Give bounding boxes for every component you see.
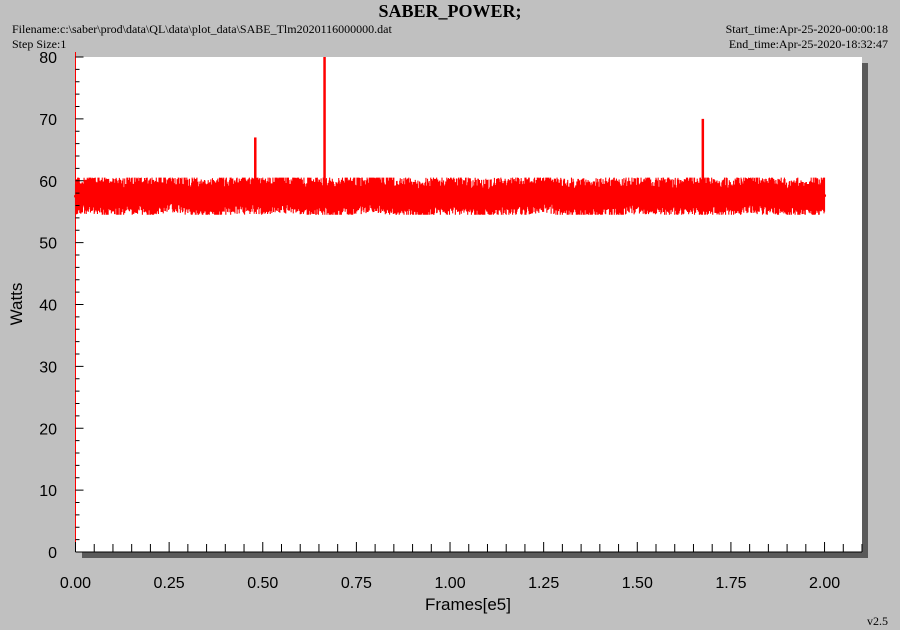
x-tick-label: 0.25 xyxy=(154,575,185,592)
series-point xyxy=(766,194,770,198)
x-tick-label: 1.75 xyxy=(715,575,746,592)
axes: 0 10 20 30 40 50 60 70 80 0.00 0.25 0.50 0.75 1.00 1.2… xyxy=(39,50,863,592)
x-tick-label: 0.50 xyxy=(247,575,278,592)
series-point xyxy=(579,196,583,200)
series-point xyxy=(148,194,152,198)
series-point xyxy=(691,194,695,198)
series-point xyxy=(504,195,508,199)
series-point xyxy=(279,191,283,195)
series-point xyxy=(654,194,658,198)
series-point xyxy=(354,194,358,198)
series-point xyxy=(130,194,134,198)
series-point xyxy=(92,192,96,196)
series-point xyxy=(448,194,452,198)
series-point xyxy=(336,195,340,199)
x-tick-label: 0.75 xyxy=(341,575,372,592)
series-point xyxy=(635,193,639,197)
series-point xyxy=(467,195,471,199)
y-tick-label: 30 xyxy=(39,359,57,376)
x-tick-label: 1.00 xyxy=(434,575,465,592)
series-point xyxy=(710,194,714,198)
y-axis-label: Watts xyxy=(7,283,26,326)
y-tick-label: 50 xyxy=(39,236,57,253)
series-point xyxy=(598,195,602,199)
x-axis-label: Frames[e5] xyxy=(425,595,511,614)
y-tick-label: 80 xyxy=(39,50,57,67)
series-point xyxy=(560,194,564,198)
end-time-label: End_time:Apr-25-2020-18:32:47 xyxy=(728,37,888,51)
start-time-label: Start_time:Apr-25-2020-00:00:18 xyxy=(725,22,888,36)
series-point xyxy=(373,191,377,195)
series-point xyxy=(167,191,171,195)
version-label: v2.5 xyxy=(867,614,888,628)
step-size-label: Step Size:1 xyxy=(12,37,67,51)
series-point xyxy=(411,196,415,200)
series-point xyxy=(429,195,433,199)
series-point xyxy=(111,195,115,199)
series-point xyxy=(785,195,789,199)
y-tick-label: 20 xyxy=(39,421,57,438)
series-point xyxy=(205,196,209,200)
x-tick-label: 1.50 xyxy=(622,575,653,592)
series-point xyxy=(317,194,321,198)
x-tick-label: 2.00 xyxy=(809,575,840,592)
series-point xyxy=(804,195,808,199)
series-point xyxy=(223,194,227,198)
series-point xyxy=(823,194,827,198)
series-point xyxy=(748,192,752,196)
series-point xyxy=(298,193,302,197)
series-point xyxy=(261,194,265,198)
x-tick-label: 1.25 xyxy=(528,575,559,592)
series-point xyxy=(617,194,621,198)
series-point xyxy=(729,195,733,199)
y-tick-label: 0 xyxy=(48,545,57,562)
series-point xyxy=(392,194,396,198)
series-point xyxy=(542,191,546,195)
series-point xyxy=(485,196,489,200)
series-point xyxy=(242,192,246,196)
series-point xyxy=(186,194,190,198)
filename-label: Filename:c:\saber\prod\data\QL\data\plot… xyxy=(12,22,392,36)
x-tick-label: 0.00 xyxy=(60,575,91,592)
y-tick-label: 40 xyxy=(39,298,57,315)
y-tick-label: 10 xyxy=(39,483,57,500)
series-point xyxy=(673,195,677,199)
plot-area xyxy=(76,57,862,552)
chart-title: SABER_POWER; xyxy=(378,1,522,21)
series-point xyxy=(523,194,527,198)
y-tick-label: 60 xyxy=(39,174,57,191)
y-tick-label: 70 xyxy=(39,112,57,129)
